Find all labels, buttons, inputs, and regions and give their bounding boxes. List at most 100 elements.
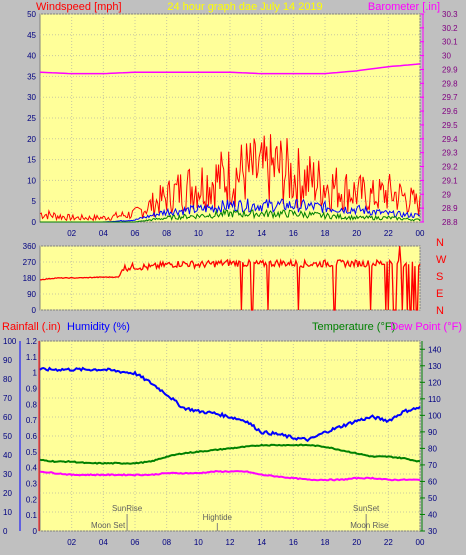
humidity-tick-label: 60 <box>3 413 12 422</box>
climate-x-tick-label: 08 <box>162 538 171 547</box>
barometer-tick-label: 29 <box>442 190 451 199</box>
compass-label: E <box>436 288 443 300</box>
wind-x-tick-label: 16 <box>289 229 298 238</box>
wind-x-tick-label: 06 <box>131 229 140 238</box>
windspeed-axis-label: Windspeed [mph] <box>36 1 122 13</box>
windspeed-tick-label: 20 <box>27 135 36 144</box>
temperature-tick-label: 100 <box>428 411 442 420</box>
barometer-tick-label: 28.8 <box>442 218 458 227</box>
wind-axes: 02 04 06 08 10 12 14 16 18 20 22 000510152025303540… <box>27 10 458 238</box>
barometer-tick-label: 30.2 <box>442 24 458 33</box>
humidity-tick-label: 40 <box>3 451 12 460</box>
climate-series <box>39 366 421 482</box>
windspeed-tick-label: 30 <box>27 93 36 102</box>
event-label: Moon Rise <box>350 521 389 530</box>
windspeed-tick-label: 0 <box>32 218 37 227</box>
barometer-line <box>39 63 421 75</box>
temperature-tick-label: 140 <box>428 345 442 354</box>
temperature-tick-label: 110 <box>428 395 441 404</box>
humidity-tick-label: 70 <box>3 394 12 403</box>
direction-series <box>39 245 421 311</box>
temperature-tick-label: 70 <box>428 461 437 470</box>
rainfall-tick-label: 1.2 <box>26 337 38 346</box>
humidity-line <box>39 366 421 443</box>
wind-x-tick-label: 14 <box>257 229 266 238</box>
temperature-tick-label: 120 <box>428 378 442 387</box>
temperature-tick-label: 60 <box>428 477 437 486</box>
barometer-tick-label: 29.5 <box>442 121 458 130</box>
direction-tick-label: 180 <box>23 274 37 283</box>
wind-x-tick-label: 00 <box>416 229 425 238</box>
barometer-tick-label: 29.8 <box>442 79 458 88</box>
barometer-tick-label: 29.1 <box>442 176 458 185</box>
rainfall-tick-label: 0 <box>33 527 38 536</box>
windspeed-tick-label: 15 <box>27 156 36 165</box>
humidity-tick-label: 20 <box>3 489 12 498</box>
rainfall-tick-label: 1.1 <box>26 353 38 362</box>
wind-low-line <box>40 208 421 223</box>
event-label: Moon Set <box>91 521 126 530</box>
barometer-axis-label: Barometer [.in] <box>368 1 440 13</box>
climate-x-tick-label: 00 <box>416 538 425 547</box>
barometer-tick-label: 29.9 <box>442 65 458 74</box>
temperature-tick-label: 130 <box>428 362 442 371</box>
astro-events: SunRise SunSet Hightide Moon Set Moon Rise <box>91 504 389 531</box>
humidity-tick-label: 50 <box>3 432 12 441</box>
wind-x-tick-label: 18 <box>321 229 330 238</box>
windspeed-tick-label: 25 <box>27 114 36 123</box>
barometer-tick-label: 29.4 <box>442 135 458 144</box>
climate-x-tick-label: 22 <box>384 538 393 547</box>
rainfall-tick-label: 0.7 <box>26 416 38 425</box>
barometer-tick-label: 30.1 <box>442 38 458 47</box>
rainfall-axis-label: Rainfall (.in) <box>2 321 61 333</box>
climate-axes: 02 04 06 08 10 12 14 16 18 20 22 0000.10.20.30.40.5… <box>3 337 442 547</box>
wind-direction-line <box>39 245 421 311</box>
windspeed-tick-label: 45 <box>27 31 36 40</box>
direction-tick-label: 90 <box>27 290 36 299</box>
compass-label: W <box>436 254 447 266</box>
climate-x-tick-label: 02 <box>67 538 76 547</box>
rainfall-tick-label: 0.9 <box>26 385 38 394</box>
barometer-tick-label: 29.2 <box>442 163 458 172</box>
direction-tick-label: 0 <box>32 306 37 315</box>
compass-label: N <box>436 305 444 317</box>
barometer-tick-label: 30.3 <box>442 10 458 19</box>
compass-label: N <box>436 237 444 249</box>
wind-x-tick-label: 12 <box>226 229 235 238</box>
wind-x-tick-label: 04 <box>99 229 108 238</box>
barometer-tick-label: 30 <box>442 52 451 61</box>
windspeed-tick-label: 35 <box>27 72 36 81</box>
wind-x-tick-label: 20 <box>352 229 361 238</box>
humidity-tick-label: 10 <box>3 508 12 517</box>
barometer-tick-label: 28.9 <box>442 204 458 213</box>
temperature-tick-label: 90 <box>428 428 437 437</box>
climate-x-tick-label: 10 <box>194 538 203 547</box>
temperature-tick-label: 50 <box>428 494 437 503</box>
dewpoint-axis-label: Dew Point (°F) <box>390 321 462 333</box>
rainfall-tick-label: 0.2 <box>26 495 38 504</box>
rainfall-tick-label: 0.3 <box>26 480 38 489</box>
wind-series <box>39 63 421 223</box>
temperature-tick-label: 30 <box>428 527 437 536</box>
temperature-axis-label: Temperature (°F) <box>312 321 395 333</box>
wind-x-tick-label: 22 <box>384 229 393 238</box>
climate-x-tick-label: 06 <box>131 538 140 547</box>
humidity-tick-label: 30 <box>3 470 12 479</box>
rainfall-tick-label: 0.1 <box>26 511 38 520</box>
windspeed-tick-label: 5 <box>32 197 37 206</box>
temperature-tick-label: 40 <box>428 510 437 519</box>
barometer-tick-label: 29.7 <box>442 93 458 102</box>
climate-x-tick-label: 18 <box>321 538 330 547</box>
temperature-tick-label: 80 <box>428 444 437 453</box>
wind-x-tick-label: 10 <box>194 229 203 238</box>
rainfall-tick-label: 0.5 <box>26 448 38 457</box>
direction-tick-label: 360 <box>23 242 37 251</box>
rainfall-tick-label: 0.4 <box>26 464 38 473</box>
climate-x-tick-label: 12 <box>226 538 235 547</box>
climate-x-tick-label: 20 <box>352 538 361 547</box>
wind-x-tick-label: 02 <box>67 229 76 238</box>
windspeed-tick-label: 40 <box>27 52 36 61</box>
humidity-tick-label: 0 <box>3 527 8 536</box>
rainfall-tick-label: 0.8 <box>26 400 38 409</box>
